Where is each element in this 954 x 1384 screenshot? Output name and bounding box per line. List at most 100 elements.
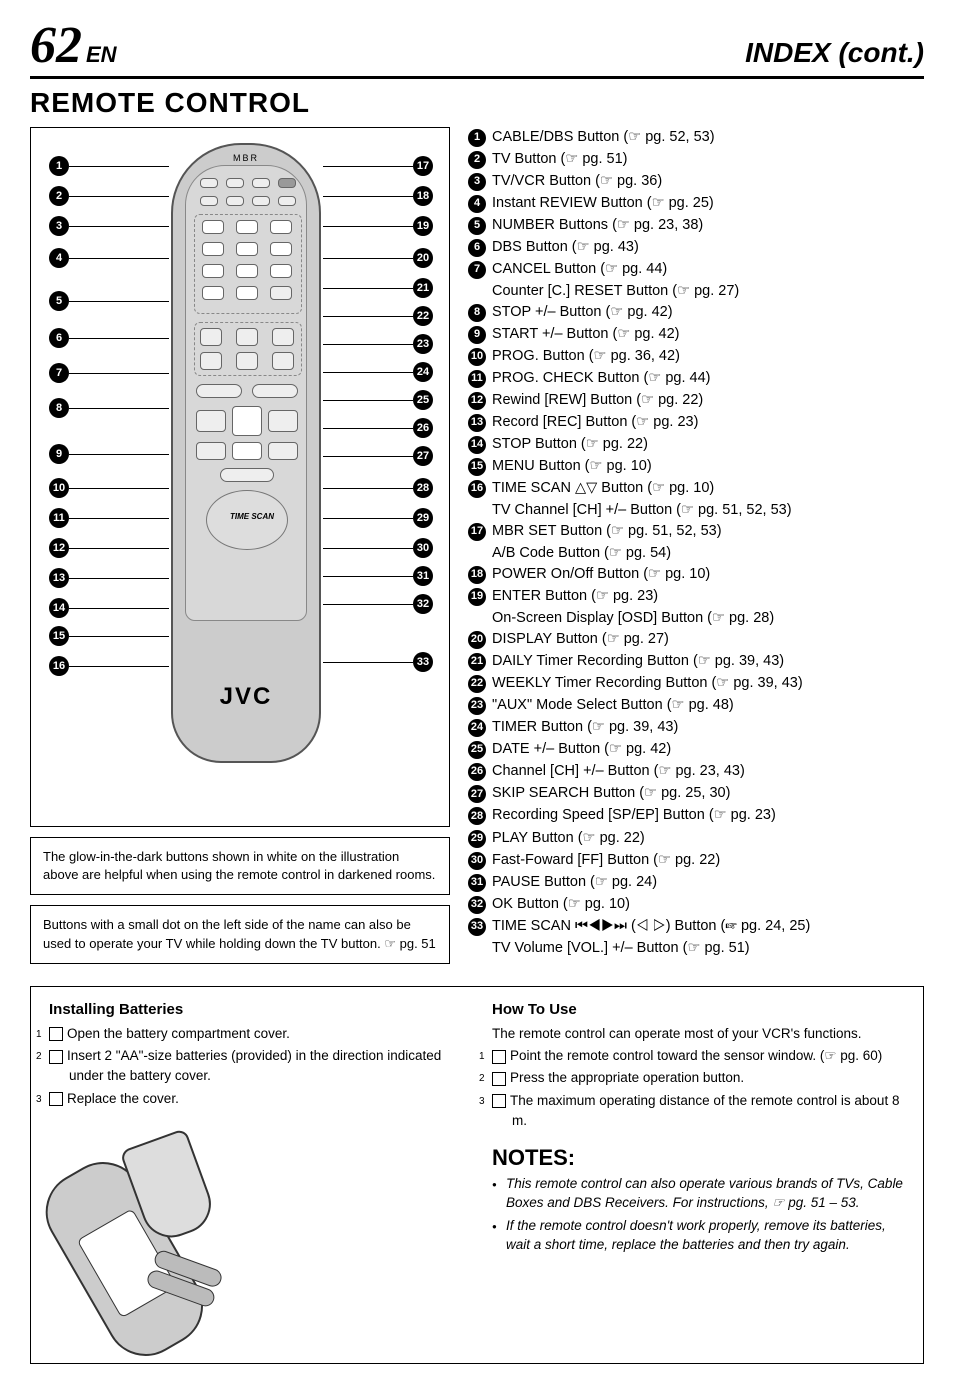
item-text: CANCEL Button (☞ pg. 44) bbox=[492, 259, 924, 280]
callout-14: 14 bbox=[49, 598, 69, 618]
button-item-32: 32OK Button (☞ pg. 10) bbox=[468, 894, 924, 915]
item-number: 4 bbox=[468, 195, 486, 213]
howto-heading: How To Use bbox=[492, 1001, 905, 1018]
button-item-18: 18POWER On/Off Button (☞ pg. 10) bbox=[468, 564, 924, 585]
callout-11: 11 bbox=[49, 508, 69, 528]
item-number: 16 bbox=[468, 480, 486, 498]
callout-20: 20 bbox=[413, 248, 433, 268]
button-index-list: 1CABLE/DBS Button (☞ pg. 52, 53)2TV Butt… bbox=[468, 127, 924, 959]
button-item-25: 25 DATE +/– Button (☞ pg. 42) bbox=[468, 739, 924, 760]
button-item-6: 6DBS Button (☞ pg. 43) bbox=[468, 237, 924, 258]
notes-list: This remote control can also operate var… bbox=[492, 1175, 905, 1255]
callout-22: 22 bbox=[413, 306, 433, 326]
callout-33: 33 bbox=[413, 652, 433, 672]
button-item-27: 27SKIP SEARCH Button (☞ pg. 25, 30) bbox=[468, 783, 924, 804]
item-text: PROG. Button (☞ pg. 36, 42) bbox=[492, 346, 924, 367]
callout-26: 26 bbox=[413, 418, 433, 438]
section-title: REMOTE CONTROL bbox=[30, 87, 924, 119]
item-text: DAILY Timer Recording Button (☞ pg. 39, … bbox=[492, 651, 924, 672]
item-text: "AUX" Mode Select Button (☞ pg. 48) bbox=[492, 695, 924, 716]
remote-illustration: 12345678910111213141516 1718192021222324… bbox=[30, 127, 450, 827]
item-text: DISPLAY Button (☞ pg. 27) bbox=[492, 629, 924, 650]
item-text: TV/VCR Button (☞ pg. 36) bbox=[492, 171, 924, 192]
item-subtext: Counter [C.] RESET Button (☞ pg. 27) bbox=[492, 281, 924, 302]
item-subtext: TV Volume [VOL.] +/– Button (☞ pg. 51) bbox=[492, 938, 924, 959]
item-number: 32 bbox=[468, 896, 486, 914]
callout-25: 25 bbox=[413, 390, 433, 410]
item-number: 18 bbox=[468, 566, 486, 584]
button-item-30: 30Fast-Foward [FF] Button (☞ pg. 22) bbox=[468, 850, 924, 871]
item-number: 21 bbox=[468, 653, 486, 671]
button-item-16: 16 TIME SCAN △▽ Button (☞ pg. 10) bbox=[468, 478, 924, 499]
howto-step-2: 2Press the appropriate operation button. bbox=[492, 1068, 905, 1088]
item-text: TIMER Button (☞ pg. 39, 43) bbox=[492, 717, 924, 738]
item-text: DBS Button (☞ pg. 43) bbox=[492, 237, 924, 258]
item-text: NUMBER Buttons (☞ pg. 23, 38) bbox=[492, 215, 924, 236]
item-number: 26 bbox=[468, 763, 486, 781]
bottom-instruction-box: Installing Batteries 1Open the battery c… bbox=[30, 986, 924, 1364]
callout-9: 9 bbox=[49, 444, 69, 464]
notes-heading: NOTES: bbox=[492, 1145, 905, 1171]
item-number: 2 bbox=[468, 151, 486, 169]
item-text: TIME SCAN ⏮◀▶⏭ (◁ ▷) Button (☞ pg. 24, 2… bbox=[492, 916, 924, 937]
item-number: 17 bbox=[468, 523, 486, 541]
item-number: 33 bbox=[468, 918, 486, 936]
item-number: 19 bbox=[468, 588, 486, 606]
callout-31: 31 bbox=[413, 566, 433, 586]
installing-heading: Installing Batteries bbox=[49, 1001, 462, 1018]
button-item-10: 10 PROG. Button (☞ pg. 36, 42) bbox=[468, 346, 924, 367]
callout-19: 19 bbox=[413, 216, 433, 236]
item-number: 22 bbox=[468, 675, 486, 693]
item-text: Fast-Foward [FF] Button (☞ pg. 22) bbox=[492, 850, 924, 871]
callout-12: 12 bbox=[49, 538, 69, 558]
item-subtext: On-Screen Display [OSD] Button (☞ pg. 28… bbox=[492, 608, 924, 629]
item-number: 24 bbox=[468, 719, 486, 737]
callout-32: 32 bbox=[413, 594, 433, 614]
item-text: WEEKLY Timer Recording Button (☞ pg. 39,… bbox=[492, 673, 924, 694]
item-text: SKIP SEARCH Button (☞ pg. 25, 30) bbox=[492, 783, 924, 804]
button-item-12: 12Rewind [REW] Button (☞ pg. 22) bbox=[468, 390, 924, 411]
callout-3: 3 bbox=[49, 216, 69, 236]
button-item-7: 7CANCEL Button (☞ pg. 44) bbox=[468, 259, 924, 280]
item-text: TIME SCAN △▽ Button (☞ pg. 10) bbox=[492, 478, 924, 499]
page-number: 62 bbox=[30, 17, 82, 74]
item-number: 12 bbox=[468, 392, 486, 410]
mbr-label: MBR bbox=[173, 153, 319, 163]
button-item-22: 22 WEEKLY Timer Recording Button (☞ pg. 3… bbox=[468, 673, 924, 694]
item-text: Instant REVIEW Button (☞ pg. 25) bbox=[492, 193, 924, 214]
callout-6: 6 bbox=[49, 328, 69, 348]
callout-23: 23 bbox=[413, 334, 433, 354]
item-number: 15 bbox=[468, 458, 486, 476]
item-text: Channel [CH] +/– Button (☞ pg. 23, 43) bbox=[492, 761, 924, 782]
button-item-20: 20DISPLAY Button (☞ pg. 27) bbox=[468, 629, 924, 650]
item-text: TV Button (☞ pg. 51) bbox=[492, 149, 924, 170]
page-header: 62EN INDEX (cont.) bbox=[30, 20, 924, 79]
item-number: 25 bbox=[468, 741, 486, 759]
item-text: PROG. CHECK Button (☞ pg. 44) bbox=[492, 368, 924, 389]
callout-16: 16 bbox=[49, 656, 69, 676]
item-text: DATE +/– Button (☞ pg. 42) bbox=[492, 739, 924, 760]
index-title: INDEX (cont.) bbox=[745, 37, 924, 69]
howto-step-1: 1Point the remote control toward the sen… bbox=[492, 1046, 905, 1066]
item-number: 11 bbox=[468, 370, 486, 388]
item-number: 1 bbox=[468, 129, 486, 147]
item-text: MBR SET Button (☞ pg. 51, 52, 53) bbox=[492, 521, 924, 542]
callout-4: 4 bbox=[49, 248, 69, 268]
battery-illustration bbox=[49, 1119, 462, 1349]
button-item-9: 9START +/– Button (☞ pg. 42) bbox=[468, 324, 924, 345]
button-item-14: 14STOP Button (☞ pg. 22) bbox=[468, 434, 924, 455]
callout-13: 13 bbox=[49, 568, 69, 588]
item-number: 9 bbox=[468, 326, 486, 344]
callout-29: 29 bbox=[413, 508, 433, 528]
note-item-1: This remote control can also operate var… bbox=[492, 1175, 905, 1213]
callout-24: 24 bbox=[413, 362, 433, 382]
install-step-1: 1Open the battery compartment cover. bbox=[49, 1024, 462, 1044]
item-text: STOP +/– Button (☞ pg. 42) bbox=[492, 302, 924, 323]
button-item-5: 5NUMBER Buttons (☞ pg. 23, 38) bbox=[468, 215, 924, 236]
howto-step-3: 3The maximum operating distance of the r… bbox=[492, 1091, 905, 1132]
button-item-3: 3TV/VCR Button (☞ pg. 36) bbox=[468, 171, 924, 192]
item-text: MENU Button (☞ pg. 10) bbox=[492, 456, 924, 477]
howto-intro: The remote control can operate most of y… bbox=[492, 1024, 905, 1044]
remote-body: MBR bbox=[171, 143, 321, 763]
item-number: 10 bbox=[468, 348, 486, 366]
